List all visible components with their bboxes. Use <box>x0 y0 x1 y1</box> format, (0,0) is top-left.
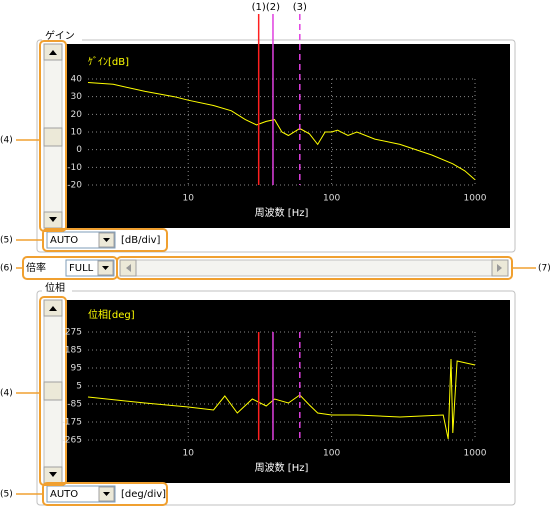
gain-scale-combo[interactable] <box>46 231 116 249</box>
y-tick-label: 30 <box>71 92 83 102</box>
phase-scale-combo[interactable] <box>46 485 116 503</box>
gain-title: ゲイン <box>45 30 75 42</box>
y-tick-label: -175 <box>62 418 82 428</box>
y-tick-label: -85 <box>67 400 82 410</box>
arrow <box>103 492 110 496</box>
y-tick-label: -10 <box>67 163 82 173</box>
y-tick-label: 185 <box>65 346 82 356</box>
phase-plot-bg <box>66 300 510 483</box>
y-tick-label: 20 <box>71 110 83 120</box>
combo-value: AUTO <box>50 489 78 500</box>
arrow <box>49 50 57 55</box>
unit: [deg/div] <box>121 489 166 500</box>
arrow <box>497 264 502 272</box>
phase-group <box>36 290 516 506</box>
y-tick-label: -265 <box>62 436 82 446</box>
y-tick-label: 275 <box>65 328 82 338</box>
callout-label: (5) <box>0 490 13 500</box>
arrow <box>49 306 57 311</box>
arrow <box>103 238 110 242</box>
h-scrollbar[interactable] <box>119 259 509 277</box>
x-tick-label: 10 <box>182 194 194 204</box>
x-tick-label: 1000 <box>464 449 487 459</box>
title-bg <box>42 30 82 42</box>
y-axis-label: ｹﾞｲﾝ[dB] <box>88 56 129 68</box>
cursor-label: (2) <box>266 2 280 13</box>
zoom-label: 倍率 <box>26 261 46 274</box>
gain-group <box>36 39 516 253</box>
cursor-label: (3) <box>293 2 307 13</box>
x-axis-label: 周波数 [Hz] <box>255 206 309 219</box>
v-scrollbar <box>43 299 63 484</box>
cursor-label: (1) <box>252 2 266 13</box>
y-tick-label: 0 <box>76 145 82 155</box>
y-tick-label: 95 <box>71 364 82 374</box>
y-tick-label: 5 <box>76 382 82 392</box>
highlight <box>39 296 67 486</box>
callout-label: (4) <box>0 389 13 399</box>
gain-plot-bg <box>66 44 510 228</box>
data-line <box>87 358 476 440</box>
v-scrollbar <box>43 43 63 229</box>
y-axis-label: 位相[deg] <box>88 308 135 321</box>
x-axis-label: 周波数 [Hz] <box>255 461 309 474</box>
combo-value: AUTO <box>50 235 78 246</box>
callout-label: (5) <box>0 236 13 246</box>
scroll-thumb[interactable] <box>43 127 63 147</box>
arrow <box>102 266 109 270</box>
y-tick-label: -20 <box>67 181 82 191</box>
y-tick-label: 40 <box>71 75 83 85</box>
callout-label: (4) <box>0 136 13 146</box>
x-tick-label: 100 <box>323 194 340 204</box>
arrow <box>49 217 57 222</box>
scroll-thumb[interactable] <box>43 381 63 401</box>
y-tick-label: 10 <box>71 128 83 138</box>
arrow <box>49 472 57 477</box>
callout-label: (6) <box>0 264 13 274</box>
combo-value: FULL <box>69 263 94 274</box>
highlight <box>39 40 67 232</box>
x-tick-label: 100 <box>323 449 340 459</box>
callout-label: (7) <box>538 264 551 274</box>
phase-title: 位相 <box>45 281 65 294</box>
arrow <box>126 264 131 272</box>
x-tick-label: 10 <box>182 449 194 459</box>
x-tick-label: 1000 <box>464 194 487 204</box>
unit: [dB/div] <box>121 235 161 246</box>
title-bg <box>42 282 72 294</box>
